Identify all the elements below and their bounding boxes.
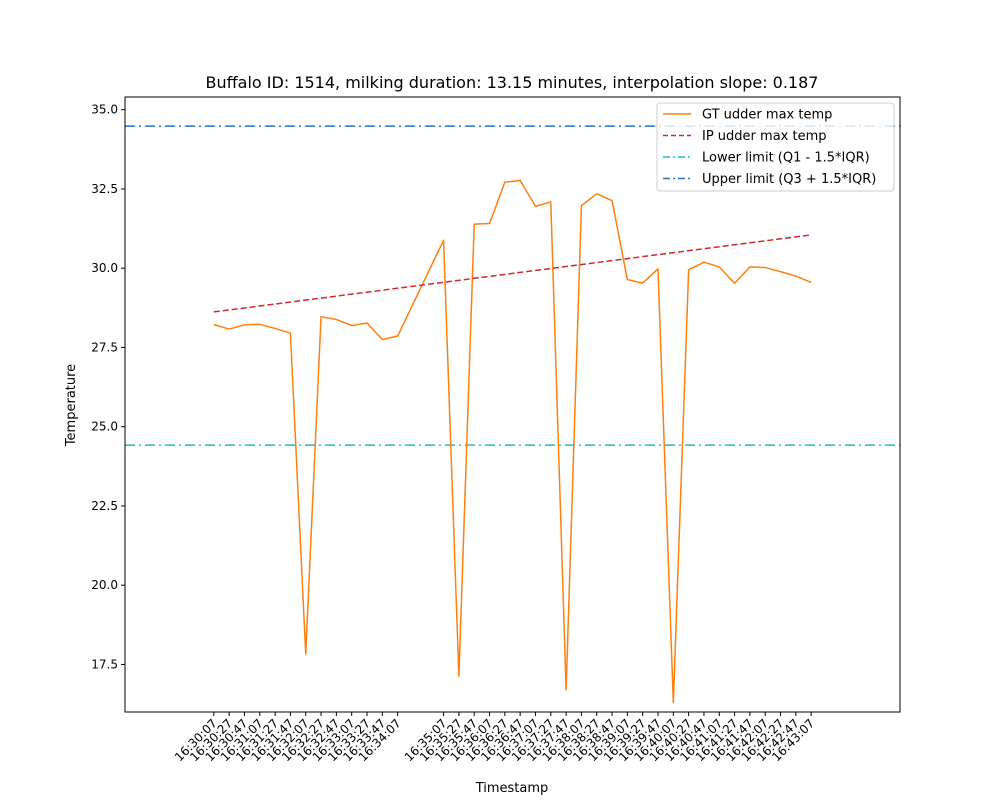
x-axis-label: Timestamp [475,781,549,796]
legend-label: GT udder max temp [702,108,832,123]
y-tick-label: 17.5 [91,657,118,671]
y-tick-label: 27.5 [91,340,118,354]
plot-frame [124,96,901,713]
y-tick-label: 30.0 [91,261,118,275]
y-tick-label: 35.0 [91,103,118,117]
series-line-ip [213,234,812,313]
y-tick-label: 32.5 [91,182,118,196]
chart-title: Buffalo ID: 1514, milking duration: 13.1… [206,73,819,92]
legend-label: IP udder max temp [702,129,827,144]
y-tick-label: 20.0 [91,578,118,592]
legend-label: Lower limit (Q1 - 1.5*IQR) [702,151,870,166]
series-line-gt [213,179,812,704]
legend-box [656,102,895,192]
y-axis-label: Temperature [64,364,79,447]
y-tick-label: 22.5 [91,499,118,513]
y-tick-label: 25.0 [91,420,118,434]
legend-label: Upper limit (Q3 + 1.5*IQR) [702,172,876,187]
